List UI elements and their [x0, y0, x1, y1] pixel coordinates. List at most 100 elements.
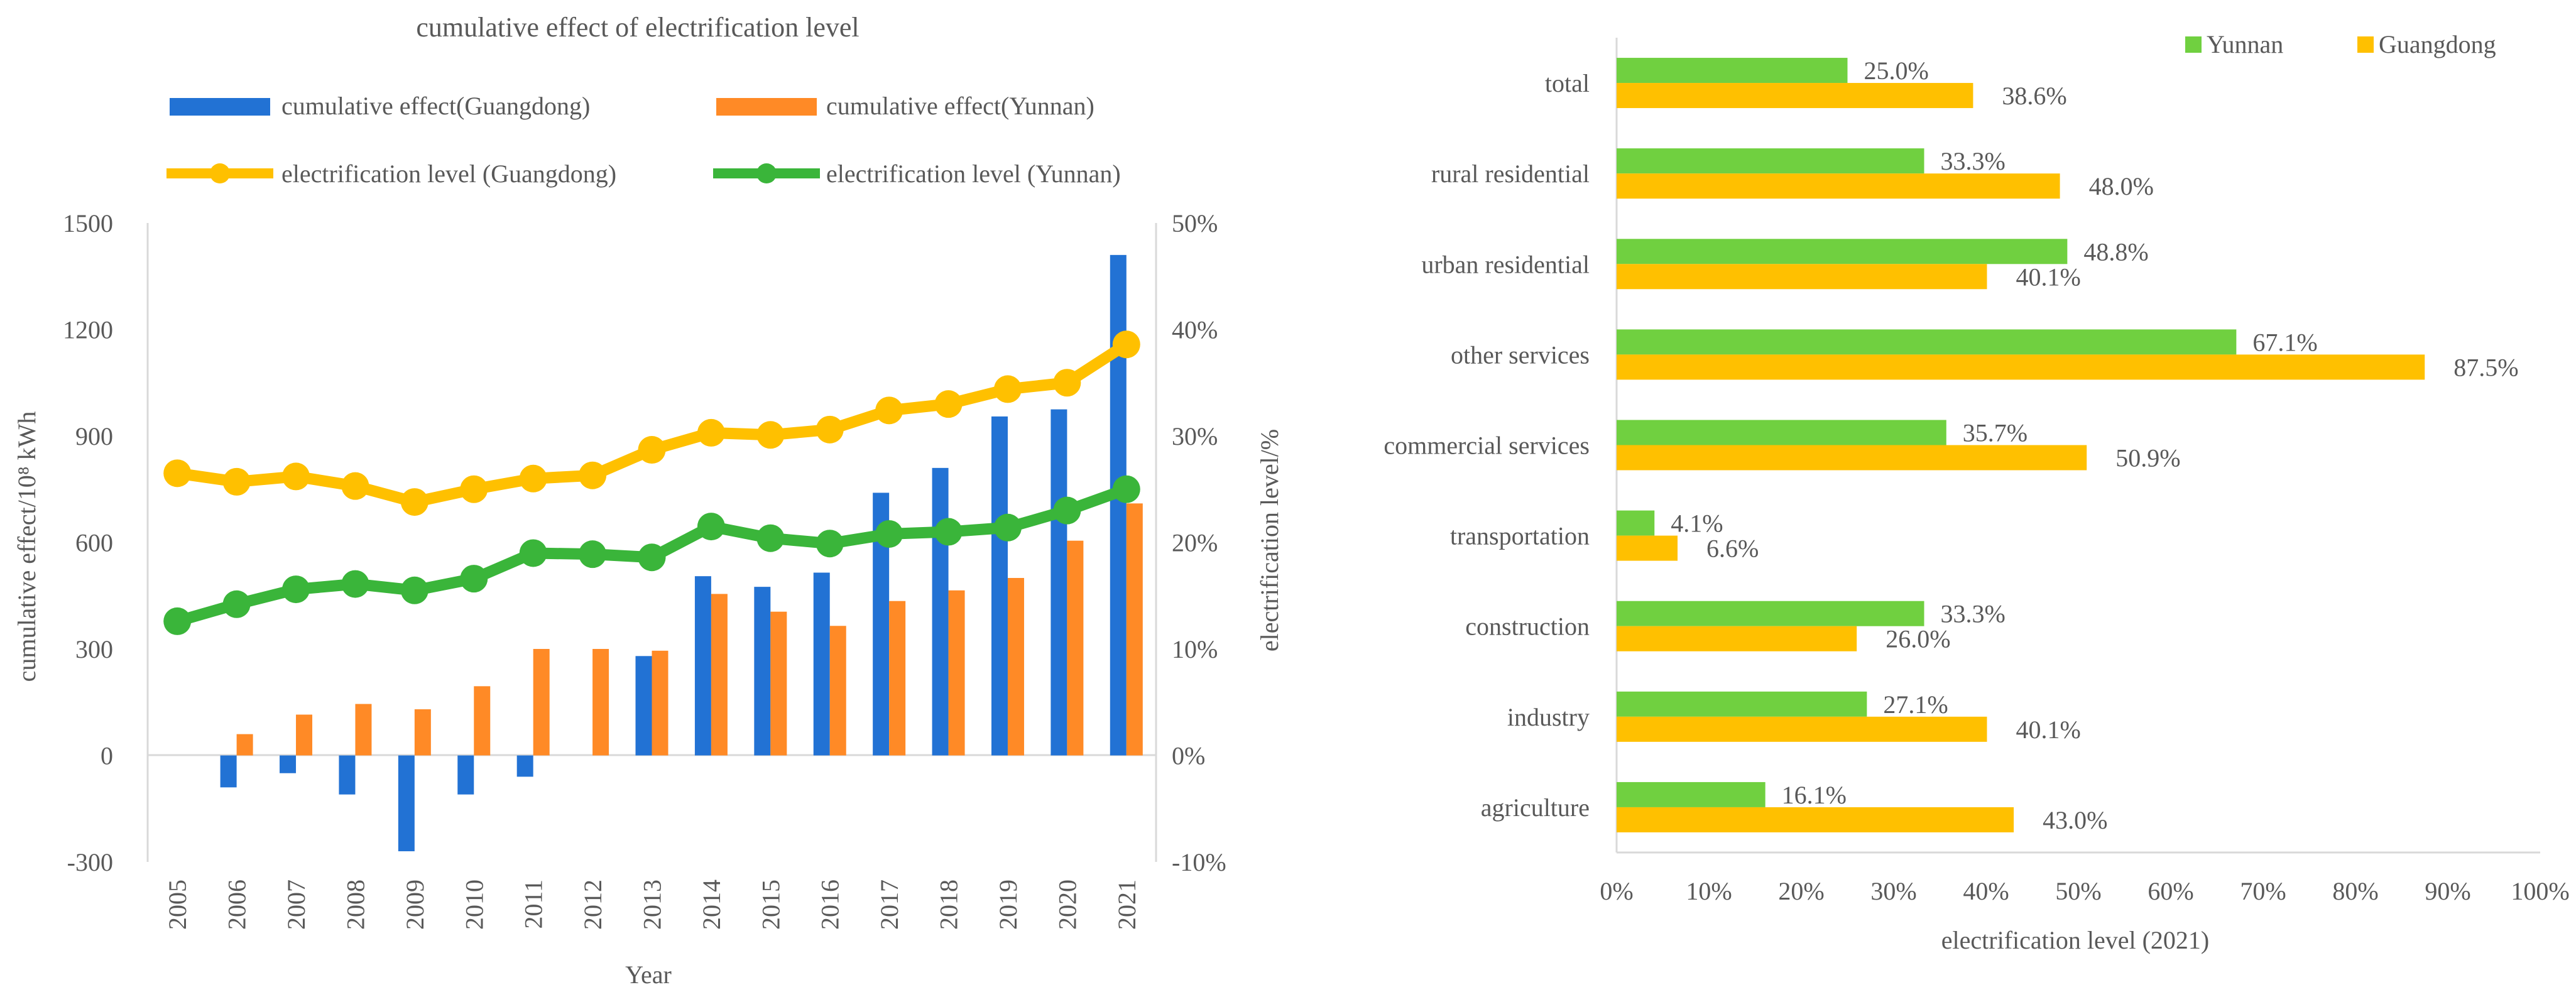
left-y-axis-ticks: -300 0 300 600 900 1200 1500	[63, 209, 113, 876]
point-yunnan	[579, 540, 607, 569]
right-category-label: rural residential	[1431, 160, 1590, 188]
left-y2-tick-label: 20%	[1172, 529, 1218, 557]
left-x-tick-label: 2006	[223, 879, 251, 930]
left-x-tick-label: 2021	[1113, 879, 1141, 930]
point-guangdong	[816, 415, 844, 444]
left-y2-tick-label: 30%	[1172, 422, 1218, 450]
hbar-label-guangdong: 48.0%	[2089, 172, 2154, 200]
legend-label-yunnan-line: electrification level (Yunnan)	[826, 160, 1121, 188]
right-bars: 25.0% 33.3% 48.8% 67.1% 35.7% 4.1% 33.3% 27.1% 1…	[1617, 57, 2519, 834]
legend-swatch-guangdong	[2357, 36, 2374, 53]
point-guangdong	[756, 421, 785, 449]
hbar-label-yunnan: 16.1%	[1782, 781, 1847, 809]
left-y-tick-label: 600	[75, 529, 113, 557]
hbar-guangdong	[1617, 173, 2060, 199]
hbar-yunnan	[1617, 420, 1946, 445]
bar-yunnan	[533, 649, 550, 756]
point-guangdong	[993, 375, 1022, 403]
left-x-tick-label: 2018	[935, 879, 963, 930]
point-yunnan	[1112, 475, 1140, 503]
left-y2-tick-label: 0%	[1172, 742, 1205, 770]
hbar-label-guangdong: 40.1%	[2016, 263, 2080, 291]
bar-yunnan	[652, 650, 669, 756]
hbar-label-guangdong: 50.9%	[2115, 444, 2180, 472]
hbar-yunnan	[1617, 329, 2237, 355]
bar-yunnan	[296, 714, 313, 756]
legend-marker-guangdong-line	[210, 163, 230, 183]
left-x-tick-label: 2013	[638, 879, 667, 930]
left-y-tick-label: 1200	[63, 316, 113, 344]
left-x-tick-label: 2019	[994, 879, 1022, 930]
legend-swatch-yunnan	[2185, 36, 2202, 53]
left-x-tick-label: 2009	[401, 879, 429, 930]
left-x-tick-label: 2010	[460, 879, 488, 930]
left-x-axis-title: Year	[625, 961, 672, 989]
bar-guangdong	[398, 755, 415, 852]
right-x-axis-title: electrification level (2021)	[1941, 926, 2209, 954]
hbar-yunnan	[1617, 58, 1848, 84]
right-x-tick-label: 30%	[1870, 877, 1916, 905]
point-yunnan	[222, 590, 251, 618]
bar-guangdong	[754, 587, 771, 756]
left-x-axis-ticks: 2005 2006 2007 2008 2009 2010 2011 2012 2013 2014…	[163, 879, 1141, 930]
right-category-label: other services	[1451, 340, 1590, 369]
left-y2-tick-label: -10%	[1172, 848, 1226, 876]
point-guangdong	[875, 396, 903, 425]
hbar-yunnan	[1617, 510, 1655, 536]
hbar-label-yunnan: 4.1%	[1671, 509, 1723, 538]
hbar-label-yunnan: 27.1%	[1883, 690, 1948, 719]
left-y2-axis-ticks: -10% 0% 10% 20% 30% 40% 50%	[1172, 209, 1226, 876]
left-bars	[220, 254, 1143, 852]
left-y-tick-label: 300	[75, 635, 113, 663]
bar-guangdong	[694, 576, 711, 756]
bar-guangdong	[220, 755, 237, 788]
right-x-tick-label: 90%	[2425, 877, 2470, 905]
right-x-tick-label: 80%	[2332, 877, 2378, 905]
left-y2-axis-title: electrification level/%	[1255, 429, 1284, 651]
bar-yunnan	[474, 686, 491, 756]
left-y-tick-label: 900	[75, 422, 113, 450]
hbar-label-yunnan: 67.1%	[2252, 328, 2317, 356]
right-category-label: urban residential	[1421, 250, 1590, 278]
hbar-label-guangdong: 6.6%	[1706, 535, 1759, 563]
hbar-yunnan	[1617, 781, 1766, 807]
right-x-tick-label: 60%	[2148, 877, 2193, 905]
point-yunnan	[756, 524, 785, 552]
bar-guangdong	[991, 416, 1008, 756]
bar-yunnan	[770, 611, 787, 756]
bar-yunnan	[592, 649, 609, 756]
right-x-tick-label: 50%	[2055, 877, 2101, 905]
right-category-label: construction	[1465, 613, 1590, 641]
bar-yunnan	[1007, 578, 1024, 756]
right-x-tick-label: 10%	[1686, 877, 1732, 905]
point-guangdong	[460, 475, 488, 503]
point-guangdong	[1053, 369, 1081, 397]
hbar-label-guangdong: 38.6%	[2002, 82, 2066, 110]
right-x-tick-label: 70%	[2240, 877, 2286, 905]
right-x-tick-label: 100%	[2511, 877, 2569, 905]
left-x-tick-label: 2020	[1053, 879, 1081, 930]
point-guangdong	[579, 461, 607, 489]
legend-marker-yunnan-line	[756, 163, 777, 183]
hbar-guangdong	[1617, 535, 1678, 561]
right-x-tick-label: 40%	[1963, 877, 2009, 905]
hbar-label-guangdong: 43.0%	[2043, 806, 2107, 834]
right-category-label: transportation	[1450, 522, 1590, 550]
hbar-guangdong	[1617, 83, 1973, 109]
right-x-tick-label: 20%	[1778, 877, 1824, 905]
left-x-tick-label: 2012	[579, 879, 607, 930]
bar-yunnan	[1067, 540, 1084, 756]
point-guangdong	[341, 472, 369, 500]
hbar-guangdong	[1617, 354, 2425, 380]
right-category-label: agriculture	[1481, 793, 1590, 822]
hbar-guangdong	[1617, 807, 2014, 832]
right-y-axis-ticks: total rural residential urban residential o…	[1384, 69, 1590, 822]
legend-swatch-guangdong-bar	[170, 98, 270, 116]
legend-label-guangdong: Guangdong	[2379, 30, 2496, 58]
left-y-tick-label: 0	[101, 742, 113, 770]
left-y2-tick-label: 50%	[1172, 209, 1218, 237]
bar-guangdong	[339, 755, 356, 795]
point-yunnan	[638, 543, 666, 572]
hbar-label-yunnan: 25.0%	[1864, 57, 1929, 85]
left-y-tick-label: -300	[67, 848, 113, 876]
